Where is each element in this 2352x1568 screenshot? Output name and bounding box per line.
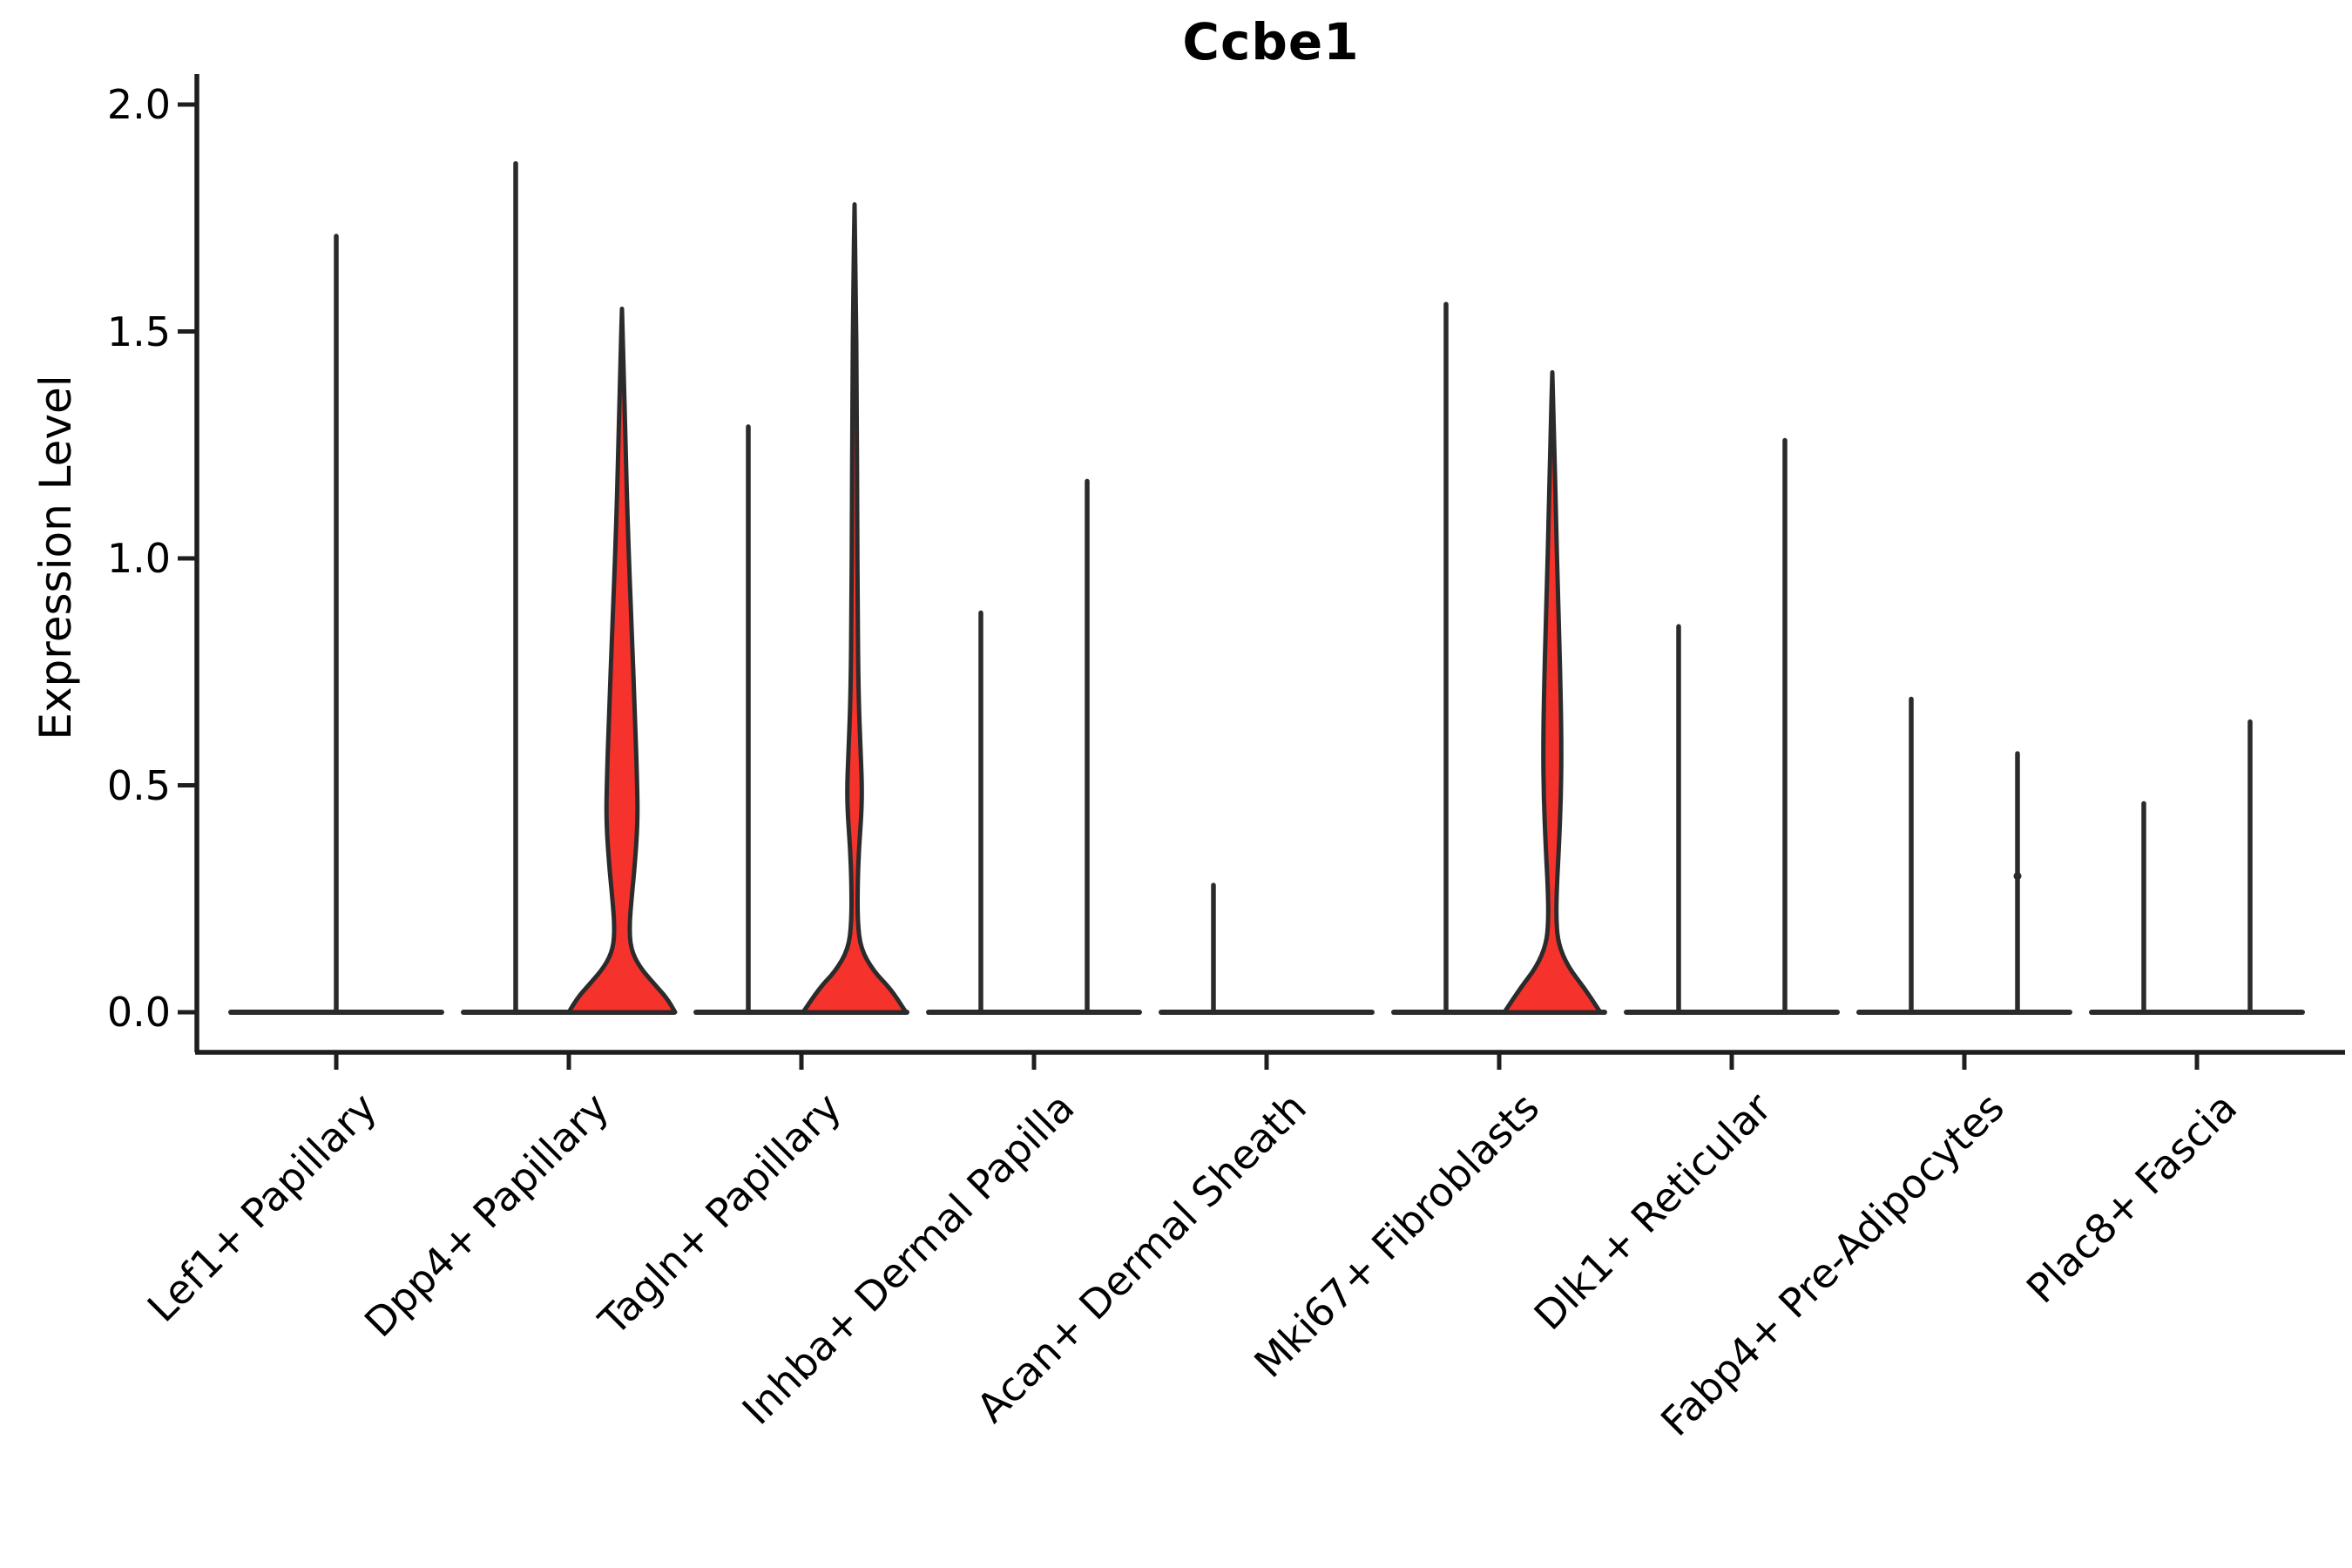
y-tick-label: 1.5 (106, 308, 171, 355)
y-tick-label: 0.0 (106, 989, 171, 1036)
y-tick-label: 1.0 (106, 535, 171, 582)
chart-title: Ccbe1 (1182, 12, 1360, 71)
y-tick-label: 2.0 (106, 81, 171, 128)
y-tick-label: 0.5 (106, 761, 171, 809)
